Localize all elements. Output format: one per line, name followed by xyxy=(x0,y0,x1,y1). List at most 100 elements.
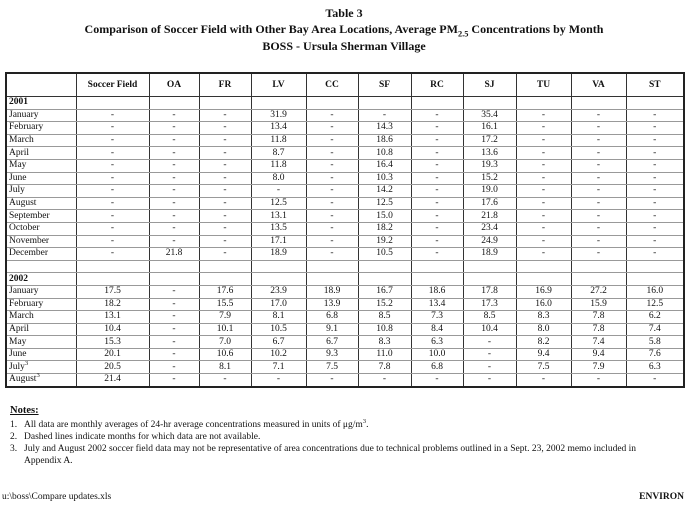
month-cell: August xyxy=(6,197,76,211)
note-text: July and August 2002 soccer field data m… xyxy=(24,444,637,466)
value-cell: - xyxy=(462,348,516,362)
value-cell: 13.1 xyxy=(250,209,306,223)
month-row: October - - -13.5-18.2-23.4- - - xyxy=(6,222,684,236)
value-cell: - xyxy=(75,222,149,236)
value-cell: - xyxy=(148,323,199,337)
value-cell: 23.4 xyxy=(462,222,516,236)
value-cell: 7.6 xyxy=(625,348,684,362)
month-row: May - - -11.8-16.4-19.3- - - xyxy=(6,159,684,173)
month-cell: January xyxy=(6,109,76,123)
month-row: August3 21.4- - - - - - - - - - xyxy=(6,372,684,388)
value-cell: - xyxy=(625,222,684,236)
value-cell: - xyxy=(305,235,358,249)
value-cell: - xyxy=(515,247,571,261)
month-cell: April xyxy=(6,146,76,160)
value-cell: - xyxy=(570,134,626,148)
column-header: CC xyxy=(305,73,358,97)
month-label: July xyxy=(9,185,25,196)
value-cell: 6.2 xyxy=(625,310,684,324)
empty-cell xyxy=(250,96,306,110)
value-cell: 20.5 xyxy=(75,360,149,375)
value-cell: - xyxy=(625,159,684,173)
value-cell: - xyxy=(515,159,571,173)
month-cell: September xyxy=(6,209,76,223)
value-cell: 19.0 xyxy=(462,184,516,198)
month-cell: February xyxy=(6,121,76,135)
value-cell: - xyxy=(148,121,199,135)
value-cell: - xyxy=(410,134,463,148)
value-cell: - xyxy=(570,184,626,198)
value-cell: - xyxy=(148,348,199,362)
value-cell: - xyxy=(305,109,358,123)
month-cell: February xyxy=(6,298,76,312)
value-cell: 5.8 xyxy=(625,335,684,349)
value-cell: - xyxy=(625,373,684,388)
notes-heading: Notes: xyxy=(10,405,39,416)
value-cell: 16.9 xyxy=(515,285,571,299)
value-cell: 16.1 xyxy=(462,121,516,135)
title-sub: 2.5 xyxy=(457,29,469,39)
month-label: December xyxy=(9,248,49,259)
value-cell: 8.5 xyxy=(462,310,516,324)
value-cell: 10.3 xyxy=(357,172,411,186)
month-row: December -21.8-18.9-10.5-18.9- - - xyxy=(6,247,684,261)
month-label: February xyxy=(9,298,44,309)
empty-cell xyxy=(198,260,251,274)
month-cell: March xyxy=(6,310,76,324)
value-cell: 6.8 xyxy=(305,310,358,324)
month-label: April xyxy=(9,147,30,158)
value-cell: - xyxy=(570,159,626,173)
value-cell: - xyxy=(515,146,571,160)
value-cell: 8.3 xyxy=(357,335,411,349)
value-cell: - xyxy=(75,146,149,160)
note: 2. Dashed lines indicate months for which… xyxy=(10,431,650,443)
value-cell: 6.7 xyxy=(305,335,358,349)
empty-cell xyxy=(357,96,411,110)
value-cell: 17.5 xyxy=(75,285,149,299)
month-row: July - - - - -14.2-19.0- - - xyxy=(6,184,684,198)
value-cell: 17.8 xyxy=(462,285,516,299)
month-row: April 10.4-10.1 10.5 9.1 10.8 8.4 10.4 8.0 7.8 7.… xyxy=(6,323,684,337)
value-cell: - xyxy=(410,373,463,388)
month-row: September - - -13.1-15.0-21.8- - - xyxy=(6,209,684,223)
value-cell: 17.1 xyxy=(250,235,306,249)
value-cell: 7.3 xyxy=(410,310,463,324)
value-cell: 7.8 xyxy=(570,310,626,324)
value-cell: - xyxy=(148,298,199,312)
value-cell: 13.4 xyxy=(250,121,306,135)
month-label: January xyxy=(9,286,39,297)
value-cell: 10.4 xyxy=(75,323,149,337)
note-number: 1. xyxy=(10,420,18,430)
month-cell: December xyxy=(6,247,76,261)
value-cell: 13.9 xyxy=(305,298,358,312)
value-cell: - xyxy=(570,209,626,223)
value-cell: - xyxy=(515,172,571,186)
title-text: Concentrations by Month xyxy=(468,22,604,36)
value-cell: - xyxy=(570,247,626,261)
value-cell: 7.4 xyxy=(625,323,684,337)
column-header: SJ xyxy=(462,73,516,97)
column-header: LV xyxy=(250,73,306,97)
value-cell: - xyxy=(148,134,199,148)
value-cell: 10.1 xyxy=(198,323,251,337)
value-cell: - xyxy=(625,109,684,123)
value-cell: - xyxy=(410,172,463,186)
value-cell: - xyxy=(148,222,199,236)
value-cell: 9.1 xyxy=(305,323,358,337)
value-cell: - xyxy=(462,360,516,375)
value-cell: - xyxy=(198,184,251,198)
year-label: 2001 xyxy=(6,96,76,110)
month-row: March 13.1-7.9 8.1 6.8 8.5 7.3 8.5 8.3 7.8 6.2 xyxy=(6,310,684,324)
month-row: November - - -17.1-19.2-24.9- - - xyxy=(6,235,684,249)
value-cell: 16.7 xyxy=(357,285,411,299)
value-cell: 20.1 xyxy=(75,348,149,362)
empty-cell xyxy=(75,272,149,286)
value-cell: 7.5 xyxy=(305,360,358,375)
value-cell: 7.4 xyxy=(570,335,626,349)
value-cell: 21.8 xyxy=(148,247,199,261)
value-cell: - xyxy=(410,109,463,123)
month-cell: May xyxy=(6,335,76,349)
empty-cell xyxy=(625,272,684,286)
footnote-ref: 3 xyxy=(36,372,40,380)
value-cell: 8.5 xyxy=(357,310,411,324)
